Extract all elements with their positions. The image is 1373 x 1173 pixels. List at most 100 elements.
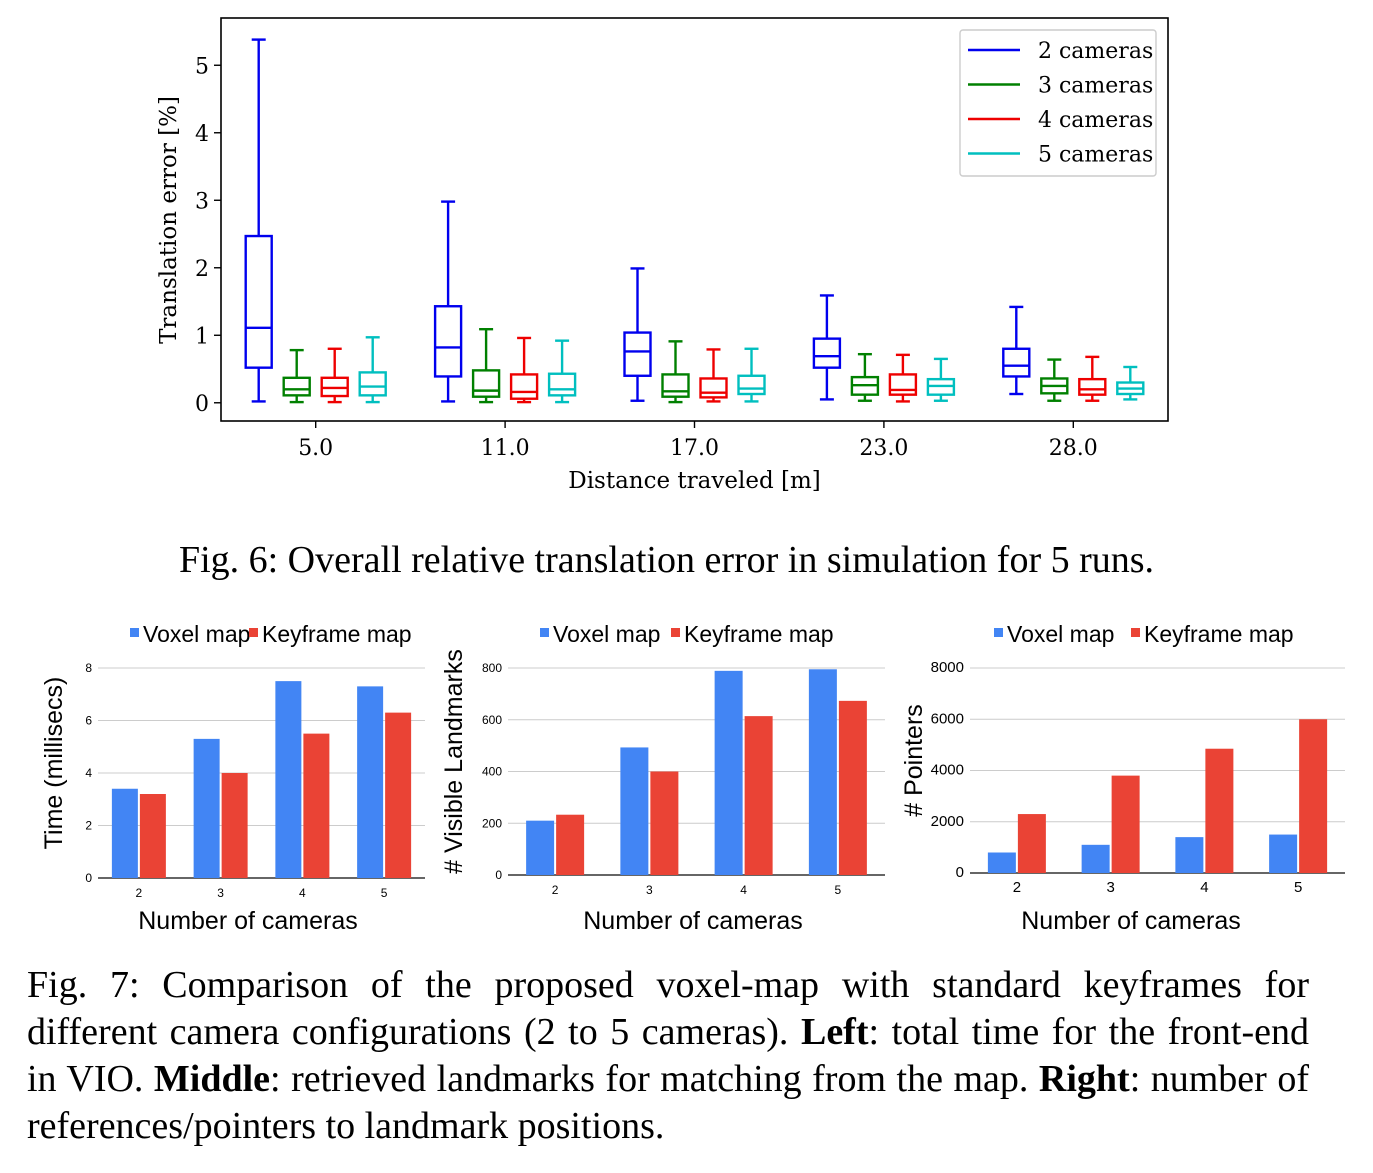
- bar-keyframe: [1017, 814, 1046, 873]
- y-axis-label: # Pointers: [900, 704, 928, 817]
- legend-swatch: [540, 628, 549, 637]
- y-tick-label: 600: [482, 713, 502, 727]
- legend-label: Voxel map: [143, 621, 250, 647]
- bar-voxel: [714, 670, 743, 875]
- y-tick-label: 4: [85, 766, 92, 780]
- legend-label: Voxel map: [1007, 621, 1114, 647]
- x-tick-label: 5.0: [298, 436, 333, 461]
- legend-label: 4 cameras: [1038, 108, 1153, 133]
- box-iqr: [812, 337, 842, 369]
- bar-keyframe: [838, 700, 867, 875]
- y-tick-label: 1: [195, 324, 209, 349]
- box-4-cameras: [1078, 355, 1107, 402]
- y-axis-label: # Visible Landmarks: [440, 649, 468, 874]
- box-3-cameras: [471, 327, 501, 404]
- x-axis-label: Number of cameras: [1021, 907, 1241, 935]
- x-tick-label: 5: [1294, 879, 1302, 896]
- box-iqr: [661, 373, 690, 398]
- bar-keyframe: [744, 716, 773, 875]
- box-3-cameras: [850, 352, 880, 402]
- legend-label: Keyframe map: [684, 621, 834, 647]
- box-5-cameras: [926, 357, 956, 402]
- x-axis-label: Distance traveled [m]: [568, 468, 820, 494]
- box-2-cameras: [244, 38, 273, 403]
- bar-keyframe: [385, 712, 412, 878]
- legend-swatch: [249, 628, 258, 637]
- bar-keyframe: [650, 771, 679, 875]
- legend-swatch: [671, 628, 680, 637]
- legend-label: Keyframe map: [1144, 621, 1294, 647]
- box-iqr: [471, 369, 501, 398]
- bar-voxel: [111, 788, 138, 878]
- bar-voxel: [1269, 834, 1298, 873]
- box-2-cameras: [812, 294, 842, 401]
- box-iqr: [623, 331, 652, 377]
- box-iqr: [509, 373, 539, 400]
- y-tick-label: 8: [85, 661, 92, 675]
- legend-label: 3 cameras: [1038, 74, 1153, 99]
- x-tick-label: 3: [1106, 879, 1114, 896]
- bar-chart-panel-2: 0 200 400 600 800 2 3 4 5 Number of cameras # Visi…: [440, 621, 885, 935]
- fig7-caption-part: Fig. 7: Comparison of the proposed voxel…: [27, 964, 1309, 1053]
- box-4-cameras: [888, 353, 918, 403]
- y-tick-label: 4000: [931, 762, 964, 779]
- y-tick-label: 2000: [931, 813, 964, 830]
- bar-voxel: [808, 669, 837, 875]
- box-2-cameras: [623, 267, 652, 402]
- box-5-cameras: [1116, 365, 1145, 401]
- x-tick-label: 11.0: [481, 436, 530, 461]
- bar-keyframe: [1299, 719, 1328, 873]
- box-iqr: [737, 374, 766, 396]
- box-iqr: [282, 376, 311, 397]
- y-tick-label: 0: [495, 868, 502, 882]
- y-tick-label: 3: [195, 189, 209, 214]
- box-iqr: [547, 372, 577, 397]
- y-tick-label: 0: [85, 871, 92, 885]
- y-tick-label: 800: [482, 661, 502, 675]
- fig7-caption-part: : retrieved landmarks for matching from …: [270, 1058, 1039, 1100]
- x-tick-label: 17.0: [670, 436, 719, 461]
- box-iqr: [1078, 377, 1107, 396]
- bar-voxel: [275, 681, 302, 878]
- x-tick-label: 3: [646, 883, 653, 897]
- bar-keyframe: [303, 733, 330, 878]
- fig6-boxplot: 0 1 2 3 4 5 5.0 11.0 17.0 23.0 28.0 Distance travel…: [156, 17, 1169, 494]
- y-axis-label: Translation error [%]: [156, 96, 182, 344]
- bar-keyframe: [1205, 748, 1234, 873]
- fig7-caption-bold: Left: [800, 1011, 869, 1053]
- fig6-caption: Fig. 6: Overall relative translation err…: [178, 539, 1155, 581]
- bar-keyframe: [1111, 775, 1140, 873]
- x-tick-label: 3: [217, 886, 224, 900]
- y-tick-label: 0: [956, 864, 964, 881]
- bar-voxel: [357, 686, 384, 878]
- box-3-cameras: [661, 340, 690, 404]
- x-axis-label: Number of cameras: [138, 907, 358, 935]
- legend-label: Keyframe map: [262, 621, 412, 647]
- box-iqr: [1002, 347, 1031, 378]
- box-5-cameras: [547, 339, 577, 404]
- x-tick-label: 23.0: [859, 436, 908, 461]
- box-2-cameras: [433, 200, 463, 403]
- legend-label: Voxel map: [553, 621, 660, 647]
- legend-label: 2 cameras: [1038, 39, 1153, 64]
- box-4-cameras: [699, 348, 728, 403]
- box-2-cameras: [1002, 305, 1031, 396]
- box-iqr: [699, 377, 728, 399]
- y-tick-label: 8000: [931, 659, 964, 676]
- bar-chart-panel-1: 0 2 4 6 8 2 3 4 5 Number of cameras Time (millisec…: [40, 621, 425, 935]
- fig7-caption-part: : total time for the front-end in VIO.: [27, 1011, 1309, 1100]
- x-tick-label: 2: [1013, 879, 1021, 896]
- y-tick-label: 6: [85, 714, 92, 728]
- box-iqr: [433, 305, 463, 378]
- bar-keyframe: [221, 773, 248, 878]
- box-5-cameras: [737, 347, 766, 403]
- y-tick-label: 5: [195, 54, 209, 79]
- x-tick-label: 2: [136, 886, 143, 900]
- bar-keyframe: [139, 794, 166, 878]
- bar-chart-panel-3: 0 2000 4000 6000 8000 2 3 4 5 Number of cameras # …: [900, 621, 1345, 935]
- x-tick-label: 4: [1200, 879, 1208, 896]
- x-tick-label: 4: [740, 883, 747, 897]
- bar-voxel: [193, 738, 220, 878]
- y-tick-label: 2: [85, 819, 92, 833]
- box-5-cameras: [358, 336, 387, 404]
